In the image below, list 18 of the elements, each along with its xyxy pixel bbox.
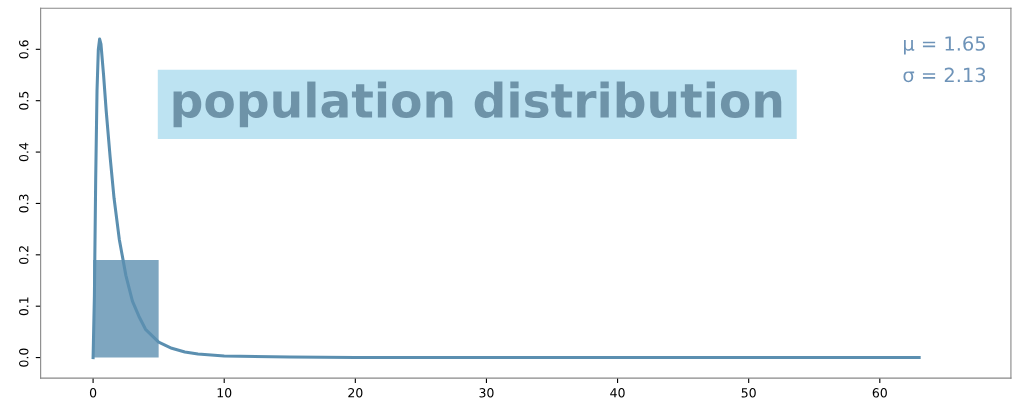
line-series — [91, 37, 921, 360]
y-tick-label: 0.0 — [19, 348, 29, 367]
y-tick-label: 0.6 — [19, 40, 29, 59]
annotation: μ = 1.65 — [904, 36, 985, 55]
x-tick-label: 40 — [610, 388, 625, 398]
annotation: σ = 2.13 — [903, 67, 986, 83]
x-tick-label: 20 — [348, 388, 363, 398]
x-tick-label: 30 — [479, 388, 494, 398]
text: population distribution — [173, 81, 782, 128]
x-tick-label: 60 — [872, 388, 887, 398]
y-tick-label: 0.2 — [19, 246, 29, 264]
x-tick-label: 10 — [217, 388, 232, 398]
y-tick-label: 0.5 — [19, 91, 29, 110]
y-tick-label: 0.1 — [19, 297, 29, 316]
x-tick-label: 50 — [741, 388, 756, 398]
y-tick-label: 0.4 — [19, 142, 29, 162]
x-tick-label: 0 — [89, 388, 97, 398]
y-tick-label: 0.3 — [19, 194, 29, 213]
